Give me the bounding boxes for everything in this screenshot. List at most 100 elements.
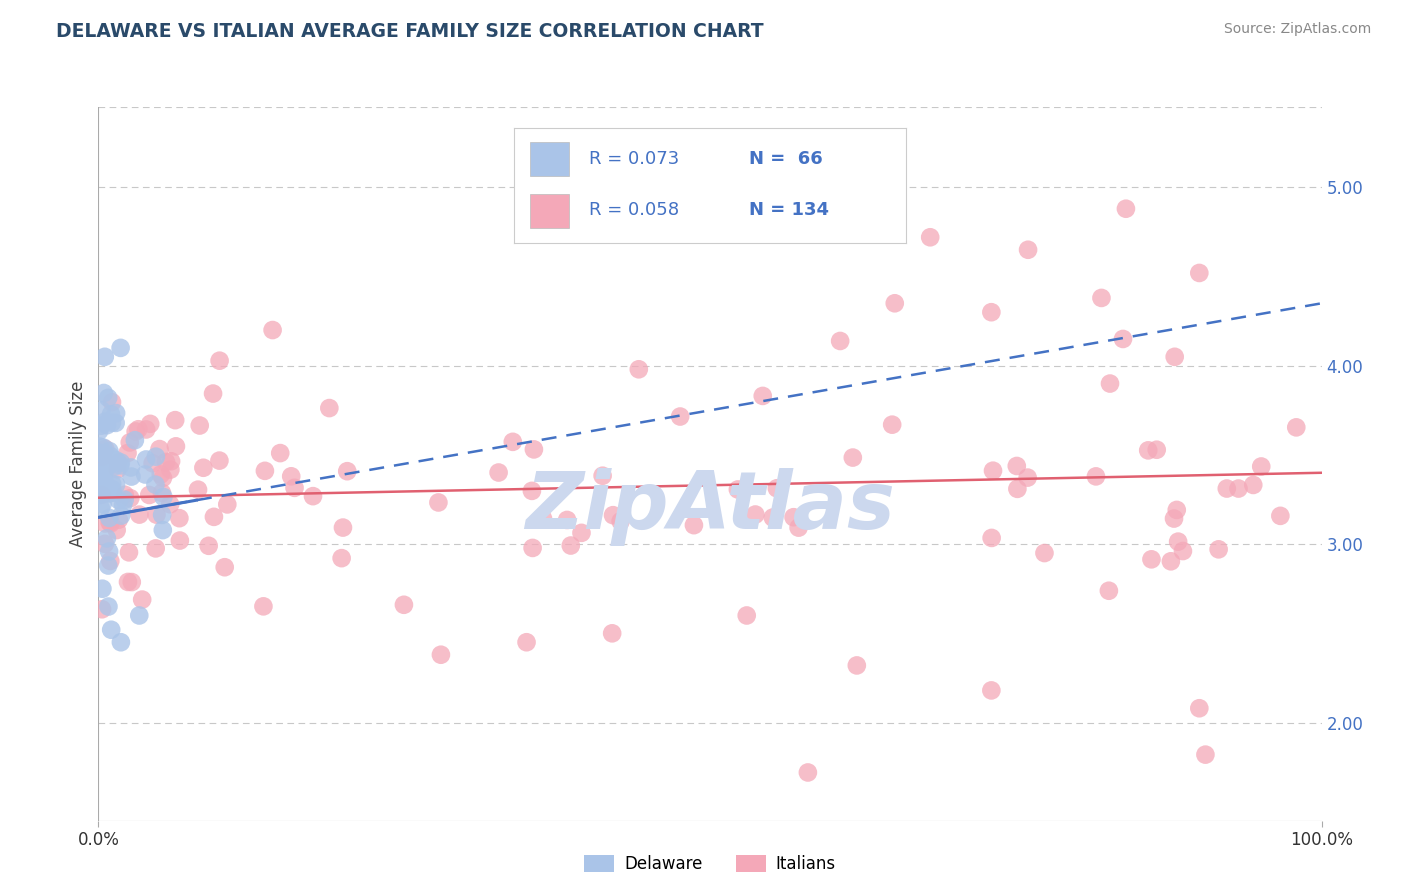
Point [1098,376,1121,391]
Point [762,510,785,524]
Text: N =  66: N = 66 [749,150,823,168]
Point [110,341,132,355]
Point [94,537,117,551]
Point [93,441,115,455]
Point [94,448,117,462]
Point [124,434,146,448]
Point [1090,291,1112,305]
Point [114,488,136,502]
Point [330,551,353,566]
Point [145,450,167,464]
Text: N = 134: N = 134 [749,201,830,219]
Point [1208,542,1230,557]
Point [90,501,112,516]
Point [797,765,820,780]
Point [592,468,614,483]
Point [1188,701,1211,715]
FancyBboxPatch shape [530,142,569,177]
Point [683,518,706,533]
Point [90,403,112,417]
Point [90,418,112,433]
Point [103,459,125,474]
Point [100,407,122,421]
Point [1188,266,1211,280]
Point [89,424,111,438]
Point [1033,546,1056,560]
Point [94,460,117,475]
Point [100,516,122,531]
Point [94,442,117,456]
Point [91,475,114,490]
Point [94,449,117,463]
Point [571,525,593,540]
Point [787,521,810,535]
Point [98,511,121,525]
Point [104,416,127,430]
Point [336,464,359,478]
Point [735,608,758,623]
Point [193,460,215,475]
Point [318,401,340,415]
Point [1005,458,1028,473]
Point [145,541,167,556]
Point [135,422,157,436]
Point [560,539,582,553]
Point [1216,482,1239,496]
Point [134,467,156,482]
Point [1270,508,1292,523]
Point [430,648,453,662]
Point [120,491,142,505]
Point [105,523,128,537]
Point [165,413,187,427]
Y-axis label: Average Family Size: Average Family Size [69,381,87,547]
Point [121,469,143,483]
Point [127,422,149,436]
Point [105,406,128,420]
Point [101,416,124,430]
Point [96,418,118,433]
Point [93,386,115,401]
Point [159,497,181,511]
Point [165,439,187,453]
Point [1160,554,1182,568]
Point [152,471,174,485]
Point [197,539,219,553]
Point [600,626,623,640]
Point [110,508,132,523]
Point [89,440,111,454]
Point [1146,442,1168,457]
Point [135,452,157,467]
Point [152,490,174,504]
Point [117,446,139,460]
Point [145,477,167,491]
Text: DELAWARE VS ITALIAN AVERAGE FAMILY SIZE CORRELATION CHART: DELAWARE VS ITALIAN AVERAGE FAMILY SIZE … [56,22,763,41]
Point [148,442,170,456]
Point [94,516,117,531]
Text: R = 0.073: R = 0.073 [589,150,679,168]
Point [283,481,305,495]
Point [97,558,120,573]
Point [107,456,129,470]
Point [202,509,225,524]
Point [150,508,173,522]
Point [112,498,135,512]
Point [516,635,538,649]
Point [842,450,865,465]
Point [392,598,415,612]
Point [1007,482,1029,496]
Point [100,623,122,637]
Point [159,462,181,476]
Point [89,446,111,460]
Point [1285,420,1308,434]
Point [522,541,544,555]
Point [160,454,183,468]
Point [145,508,167,522]
Point [609,514,631,528]
Point [1166,503,1188,517]
Point [520,483,543,498]
Point [188,418,211,433]
Point [1171,544,1194,558]
Point [883,296,905,310]
FancyBboxPatch shape [530,194,569,227]
Point [208,353,231,368]
